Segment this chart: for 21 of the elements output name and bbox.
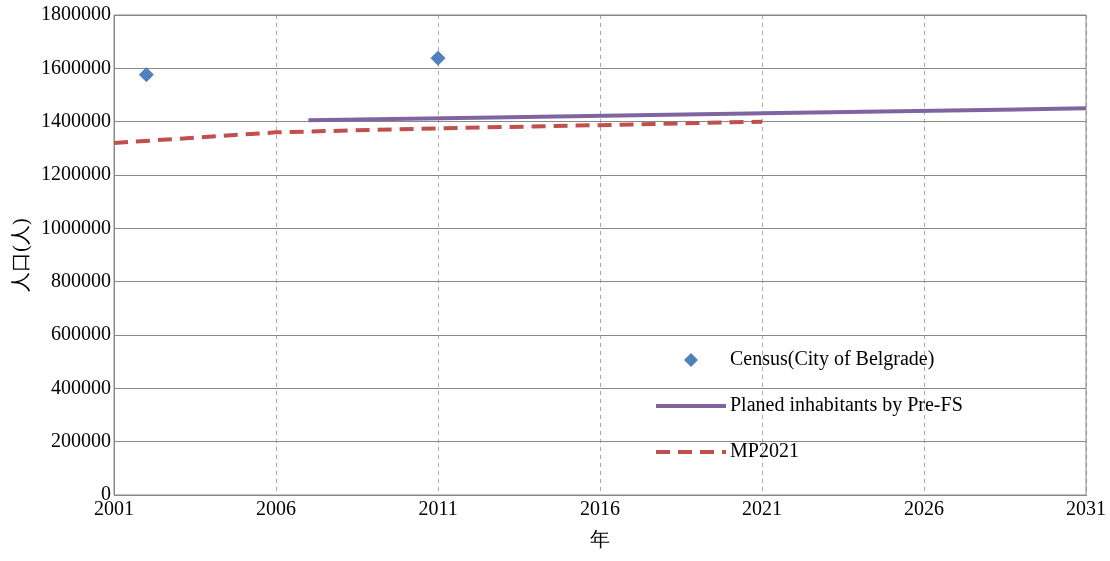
x-tick-label: 2031 <box>1066 497 1106 520</box>
y-tick-label: 800000 <box>51 268 111 291</box>
legend-label: MP2021 <box>730 439 799 462</box>
x-tick-label: 2026 <box>904 497 944 520</box>
y-tick-label: 400000 <box>51 375 111 398</box>
y-tick-label: 1200000 <box>41 162 111 185</box>
x-tick-label: 2011 <box>418 497 458 520</box>
y-tick-label: 1600000 <box>41 55 111 78</box>
legend-label: Planed inhabitants by Pre-FS <box>730 393 963 417</box>
line-series <box>114 119 764 145</box>
x-tick-label: 2021 <box>742 497 782 520</box>
y-tick-label: 600000 <box>51 322 111 345</box>
x-tick-label: 2006 <box>256 497 296 520</box>
x-tick-label: 2016 <box>580 497 620 520</box>
legend-label: Census(City of Belgrade) <box>730 347 935 371</box>
y-tick-label: 1800000 <box>41 2 111 25</box>
y-tick-label: 1000000 <box>41 215 111 238</box>
y-axis-title: 人口(人) <box>9 218 33 292</box>
y-tick-label: 200000 <box>51 428 111 451</box>
x-axis-title: 年 <box>590 528 610 551</box>
y-tick-label: 1400000 <box>41 108 111 131</box>
